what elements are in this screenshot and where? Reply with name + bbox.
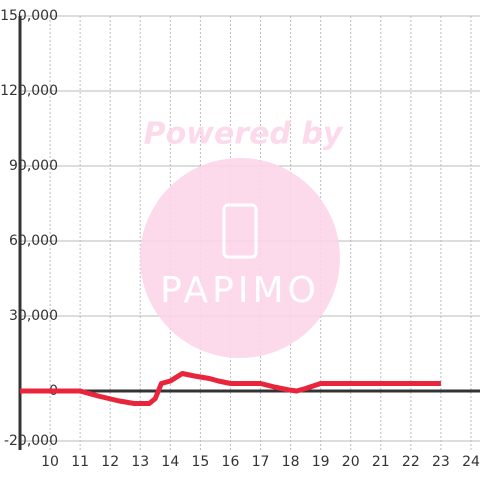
watermark-text: Powered by [144,117,344,152]
x-tick-label: 12 [101,454,119,470]
y-tick-label: -20,000 [4,433,58,449]
x-tick-label: 24 [462,454,480,470]
x-tick-label: 16 [222,454,240,470]
x-tick-label: 21 [372,454,390,470]
x-tick-label: 15 [191,454,209,470]
x-tick-label: 20 [342,454,360,470]
y-tick-label: 90,000 [9,158,58,174]
x-tick-label: 10 [41,454,59,470]
watermark-phone [222,203,258,259]
y-tick-label: 150,000 [0,8,58,24]
y-tick-label: 30,000 [9,308,58,324]
watermark-logo: PAPIMO [160,270,320,311]
x-tick-label: 18 [282,454,300,470]
x-tick-label: 19 [312,454,330,470]
x-tick-label: 11 [71,454,89,470]
x-tick-label: 17 [252,454,270,470]
data-line [20,371,441,406]
y-tick-label: 60,000 [9,233,58,249]
watermark: Powered by PAPIMO [140,117,344,358]
x-tick-label: 23 [432,454,450,470]
y-tick-label: 120,000 [0,83,58,99]
x-tick-label: 14 [161,454,179,470]
x-tick-label: 22 [402,454,420,470]
x-tick-label: 13 [131,454,149,470]
